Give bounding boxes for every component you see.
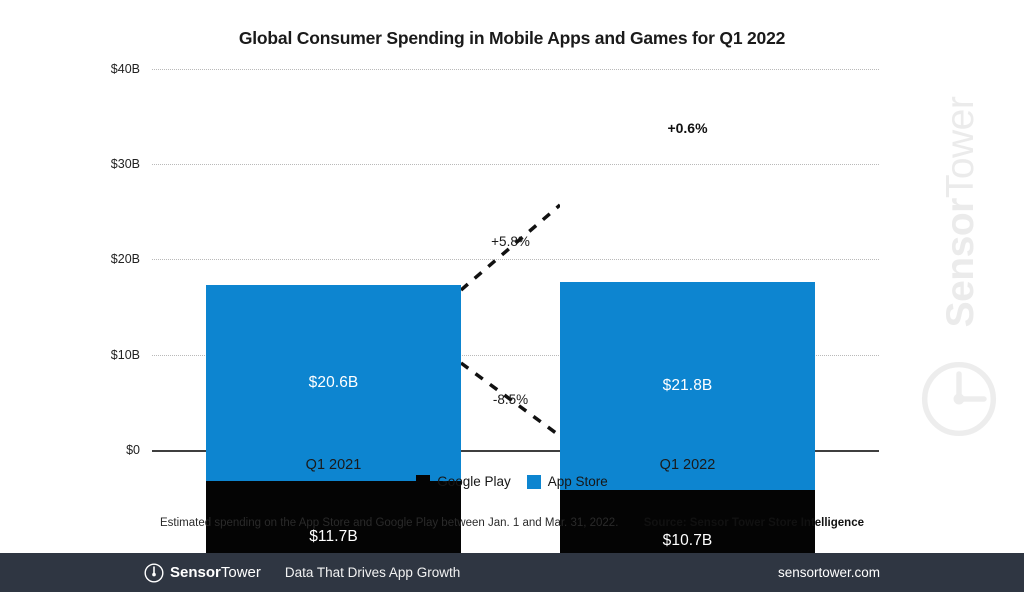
bar-value-appstore-2022: $21.8B bbox=[662, 377, 713, 394]
legend-swatch-google-play bbox=[416, 474, 431, 489]
x-axis-line bbox=[152, 450, 879, 452]
category-label-q1-2021: Q1 2021 bbox=[305, 457, 362, 473]
legend-item-google-play[interactable]: Google Play bbox=[416, 474, 511, 489]
footer-tagline: Data That Drives App Growth bbox=[284, 565, 461, 580]
ytick-label-30b: $30B bbox=[110, 157, 140, 171]
bar-segment-appstore-2021[interactable]: $20.6B bbox=[206, 285, 461, 481]
gridline-10b bbox=[152, 355, 879, 356]
legend-item-app-store[interactable]: App Store bbox=[526, 474, 608, 489]
legend-label-app-store: App Store bbox=[547, 474, 608, 489]
ytick-label-20b: $20B bbox=[110, 252, 140, 266]
page-footer: SensorTower Data That Drives App Growth … bbox=[0, 553, 1024, 592]
annotation-appstore-growth: +5.8% bbox=[491, 234, 530, 249]
footer-brand-light: Tower bbox=[220, 564, 261, 581]
gridline-40b bbox=[152, 69, 879, 70]
footer-url[interactable]: sensortower.com bbox=[777, 565, 880, 580]
chart-title: Global Consumer Spending in Mobile Apps … bbox=[238, 28, 786, 48]
legend-label-google-play: Google Play bbox=[437, 474, 511, 489]
footer-brand-bold: Sensor bbox=[170, 564, 221, 581]
annotation-googleplay-growth: -8.5% bbox=[492, 392, 529, 407]
chart-source: Source: Sensor Tower Store Intelligence bbox=[643, 517, 864, 529]
ytick-label-40b: $40B bbox=[110, 62, 140, 76]
legend-swatch-app-store bbox=[526, 474, 541, 489]
bar-value-googleplay-2022: $10.7B bbox=[662, 532, 713, 549]
chart-footnote: Estimated spending on the App Store and … bbox=[160, 517, 619, 529]
ytick-label-10b: $10B bbox=[110, 348, 140, 362]
sensor-tower-mark-icon bbox=[144, 563, 164, 582]
chart-legend: Google Play App Store bbox=[0, 474, 1024, 489]
footer-brand: SensorTower bbox=[170, 564, 261, 581]
bar-value-googleplay-2021: $11.7B bbox=[309, 527, 358, 545]
category-label-q1-2022: Q1 2022 bbox=[659, 457, 716, 473]
footer-logo[interactable]: SensorTower bbox=[144, 563, 261, 583]
bar-value-appstore-2021: $20.6B bbox=[308, 374, 359, 391]
ytick-label-0: $0 bbox=[126, 443, 140, 457]
bar-segment-appstore-2022[interactable]: $21.8B bbox=[560, 282, 815, 490]
gridline-30b bbox=[152, 164, 879, 165]
annotation-total-growth: +0.6% bbox=[667, 120, 708, 136]
